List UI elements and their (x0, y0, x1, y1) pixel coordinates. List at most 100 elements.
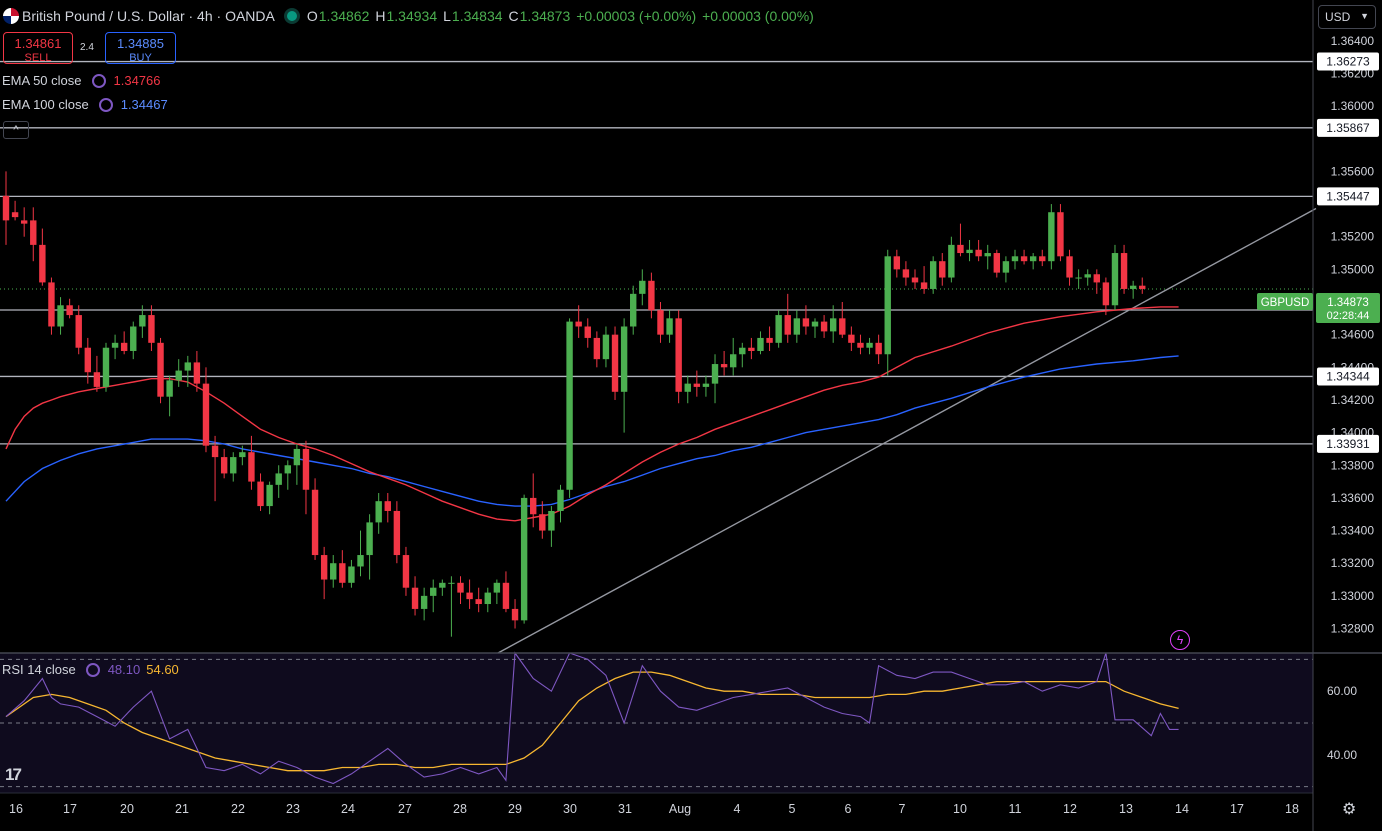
candle-body (93, 372, 101, 387)
candle-body (993, 253, 1001, 273)
candle-body (593, 337, 601, 360)
rsi-ma-value: 54.60 (146, 662, 179, 677)
symbol-title[interactable]: British Pound / U.S. Dollar · 4h · OANDA (22, 8, 275, 24)
visibility-icon[interactable] (98, 97, 113, 112)
time-tick-label: 16 (9, 802, 23, 816)
candle-body (857, 342, 864, 348)
candle-body (702, 383, 710, 387)
level-label-bg (1317, 367, 1379, 386)
time-tick-label: 6 (845, 802, 852, 816)
ema100-legend[interactable]: EMA 100 close 1.34467 (2, 97, 168, 112)
candle-body (284, 465, 291, 474)
candle-body (666, 318, 673, 335)
candle-body (884, 256, 891, 355)
candle-body (602, 334, 610, 360)
candle-body (566, 321, 573, 490)
candle-body (439, 582, 446, 588)
ohlc-values: O1.34862 H1.34934 L1.34834 C1.34873 +0.00003… (307, 8, 820, 24)
candle-body (975, 249, 982, 257)
candle-body (248, 452, 255, 482)
time-tick-label: 13 (1119, 802, 1133, 816)
price-tick-label: 1.34200 (1331, 393, 1375, 407)
candle-body (202, 383, 210, 446)
candle-body (766, 337, 773, 343)
candle-body (384, 501, 391, 511)
gear-icon[interactable]: ⚙ (1342, 801, 1357, 818)
time-axis[interactable]: 16 17 20 21 22 23 24 27 28 29 30 31 Aug 4 5 6 7 10 11 12 13 1… (9, 802, 1299, 816)
candle-body (475, 599, 482, 605)
candle-body (220, 457, 228, 474)
horizontal-level-lines[interactable] (0, 60, 1313, 445)
candle-body (948, 244, 955, 278)
time-tick-label: 7 (899, 802, 906, 816)
candle-body (339, 563, 346, 583)
candle-body (584, 326, 591, 338)
price-tick-label: 1.35000 (1331, 262, 1375, 276)
collapse-legend-button[interactable]: ^ (3, 121, 29, 139)
candle-body (739, 347, 746, 355)
tradingview-logo[interactable]: 17 (5, 765, 22, 784)
candle-body (402, 555, 410, 588)
sell-price: 1.34861 (14, 36, 62, 51)
trendline[interactable] (497, 207, 1317, 654)
candle-body (411, 587, 419, 609)
candle-body (430, 587, 437, 596)
candle-body (66, 305, 73, 316)
time-tick-label: Aug (669, 802, 691, 816)
candle-body (484, 592, 491, 605)
candle-body (275, 473, 282, 485)
candle-body (839, 318, 846, 335)
candle-body (548, 510, 555, 531)
time-tick-label: 10 (953, 802, 967, 816)
market-status-icon[interactable] (286, 11, 297, 21)
price-tick-label: 1.35600 (1331, 164, 1375, 178)
currency-select[interactable]: USD ▼ (1318, 5, 1376, 29)
candle-body (811, 321, 819, 327)
candle-body (257, 481, 264, 507)
candle-body (684, 383, 691, 392)
price-axis[interactable]: 1.364001.362001.360001.356001.352001.350… (1331, 34, 1375, 636)
time-tick-label: 12 (1063, 802, 1077, 816)
lightning-icon[interactable]: ϟ (1170, 630, 1190, 650)
candle-body (266, 484, 273, 507)
candle-body (302, 448, 310, 490)
level-label: 1.33931 (1326, 437, 1370, 451)
candle-body (848, 334, 855, 343)
ohlc-key: L (443, 8, 451, 24)
ohlc-key: C (508, 8, 519, 24)
candle-body (957, 244, 964, 254)
ohlc-value: 1.34862 (318, 8, 370, 24)
candle-body (757, 337, 764, 351)
visibility-icon[interactable] (91, 73, 106, 88)
rsi-tick-label: 60.00 (1327, 684, 1357, 698)
sell-button[interactable]: 1.34861 SELL (3, 32, 73, 64)
level-label: 1.35447 (1326, 189, 1370, 203)
time-tick-label: 14 (1175, 802, 1189, 816)
time-tick-label: 29 (508, 802, 522, 816)
rsi-legend[interactable]: RSI 14 close 48.10 54.60 (2, 662, 179, 677)
price-tick-label: 1.32800 (1331, 622, 1375, 636)
candle-body (166, 380, 173, 397)
bar-countdown: 02:28:44 (1327, 310, 1370, 322)
rsi-label: RSI 14 close (2, 662, 76, 677)
candle-body (193, 362, 201, 384)
ema50-legend[interactable]: EMA 50 close 1.34766 (2, 73, 161, 88)
candle-body (157, 342, 164, 397)
candle-body (711, 364, 719, 384)
candle-body (875, 342, 882, 355)
rsi-axis[interactable]: 60.00 40.00 (1327, 684, 1357, 762)
candle-body (20, 220, 28, 224)
visibility-icon[interactable] (85, 662, 100, 677)
ohlc-value: +0.00003 (+0.00%) (576, 8, 697, 24)
candle-body (311, 489, 319, 556)
buy-button[interactable]: 1.34885 BUY (105, 32, 176, 64)
candle-body (1093, 274, 1100, 283)
candle-body (1102, 282, 1110, 306)
price-badge: GBPUSD 1.34873 02:28:44 (1257, 293, 1380, 323)
candle-body (648, 280, 655, 311)
candle-body (148, 315, 155, 343)
buy-label: BUY (129, 52, 152, 64)
candle-body (866, 342, 873, 348)
candle-body (111, 342, 119, 348)
